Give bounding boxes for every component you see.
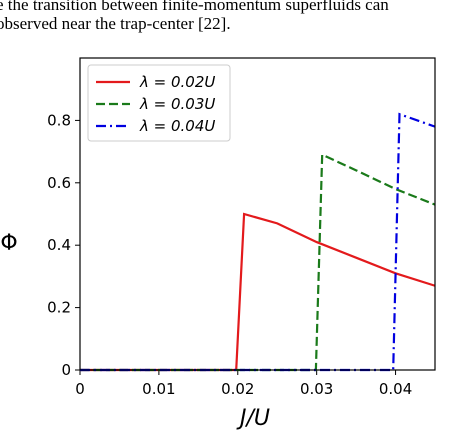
x-axis-label: J/U bbox=[236, 406, 270, 431]
legend-label: λ = 0.03U bbox=[139, 95, 215, 113]
y-tick-label: 0.6 bbox=[47, 174, 71, 192]
x-tick-label: 0 bbox=[75, 380, 85, 398]
y-tick-label: 0.2 bbox=[47, 299, 71, 317]
x-tick-label: 0.04 bbox=[379, 380, 412, 398]
x-tick-label: 0.03 bbox=[300, 380, 333, 398]
data-line bbox=[80, 212, 436, 372]
data-line bbox=[80, 153, 436, 372]
y-tick-label: 0.8 bbox=[47, 111, 71, 129]
x-tick-label: 0.02 bbox=[221, 380, 254, 398]
y-tick-label: 0 bbox=[61, 361, 71, 379]
y-axis-label: Φ bbox=[0, 231, 17, 256]
legend-label: λ = 0.02U bbox=[139, 73, 215, 91]
paragraph-line: e the transition between finite-momentum… bbox=[0, 0, 389, 14]
legend-label: λ = 0.04U bbox=[139, 117, 215, 135]
x-tick-label: 0.01 bbox=[142, 380, 175, 398]
data-line bbox=[80, 112, 436, 372]
y-tick-label: 0.4 bbox=[47, 236, 71, 254]
legend-box bbox=[87, 64, 231, 142]
plot-frame bbox=[79, 57, 436, 371]
paragraph-line: observed near the trap-center [22]. bbox=[0, 14, 231, 33]
